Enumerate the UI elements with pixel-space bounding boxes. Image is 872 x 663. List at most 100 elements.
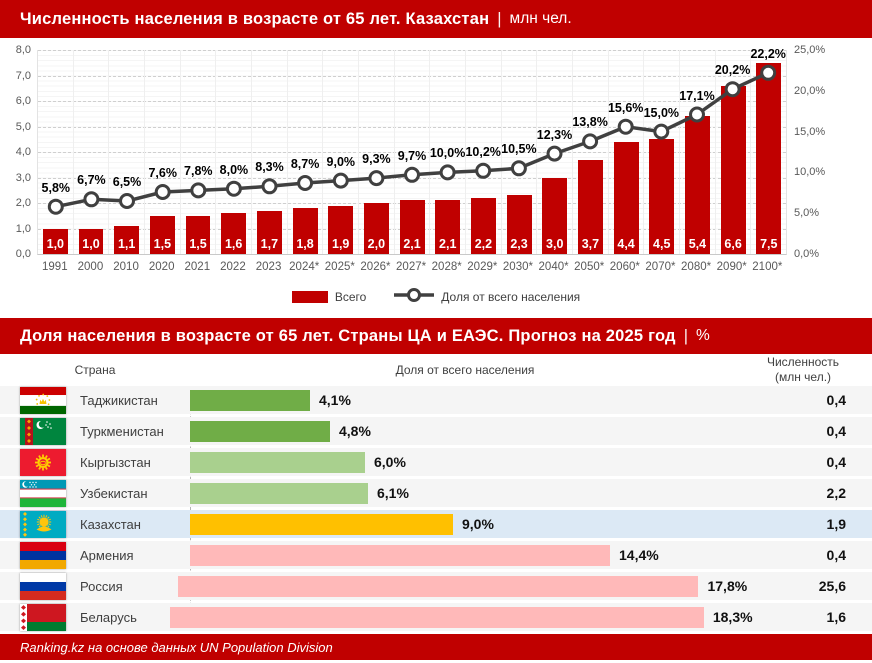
x-tick-label: 2022 (220, 261, 246, 273)
chart1-title-unit: млн чел. (509, 10, 572, 27)
share-bar (169, 606, 704, 628)
flag-russia-icon (20, 572, 66, 600)
bar-2028: 2,1 (435, 200, 461, 254)
x-tick-label: 2025* (324, 261, 355, 273)
y-tick-left: 8,0 (15, 44, 31, 56)
x-tick-label: 2060* (609, 261, 640, 273)
x-tick-label: 2050* (574, 261, 605, 273)
bar-value-label: 2,1 (403, 237, 421, 251)
category-column: 4,4 (607, 50, 644, 254)
line-point-label: 12,3% (536, 127, 573, 142)
line-point-label: 7,8% (184, 164, 213, 179)
country-name: Армения (80, 547, 134, 563)
country-name: Казахстан (80, 516, 141, 532)
bar-value-label: 3,0 (546, 237, 564, 251)
flag-armenia-icon (20, 541, 66, 569)
share-bar (178, 575, 699, 597)
category-column: 1,5 (179, 50, 216, 254)
country-cell: Таджикистан (0, 386, 190, 414)
share-value-label: 17,8% (707, 578, 748, 594)
legend-bar-swatch (291, 290, 328, 303)
table-row-armenia: Армения 14,4% 0,4 (0, 541, 872, 569)
line-point-label: 6,7% (77, 173, 106, 188)
table-row-tajikistan: Таджикистан 4,1% 0,4 (0, 386, 872, 414)
x-tick-label: 2021 (184, 261, 211, 273)
bar-value-label: 2,3 (510, 237, 528, 251)
table-title-separator: | (683, 326, 688, 345)
table-header-row: Страна Доля от всего населения Численнос… (0, 354, 872, 386)
country-name: Таджикистан (80, 392, 158, 408)
countries-table: Страна Доля от всего населения Численнос… (0, 354, 872, 631)
table-row-belarus: Беларусь 18,3% 1,6 (0, 603, 872, 631)
source-credit: Ranking.kz на основе данных UN Populatio… (20, 639, 333, 655)
share-value-label: 9,0% (462, 516, 494, 532)
country-cell: Кыргызстан (0, 448, 190, 476)
share-bar (190, 389, 310, 411)
line-point-label: 9,3% (362, 152, 391, 167)
bar-2022: 1,6 (221, 213, 247, 254)
y-tick-right: 15,0% (794, 125, 826, 138)
y-tick-left: 0,0 (15, 248, 31, 260)
x-tick-label: 2030* (502, 261, 533, 273)
header-share: Доля от всего населения (395, 363, 535, 377)
share-bar-cell: 14,4% (190, 541, 740, 569)
share-bar (190, 451, 365, 473)
bar-value-label: 5,4 (688, 237, 707, 251)
y-tick-right: 25,0% (794, 44, 826, 56)
category-column: 1,6 (215, 50, 251, 254)
population-value: 0,4 (826, 454, 846, 470)
y-tick-right: 20,0% (794, 84, 826, 97)
bar-value-label: 1,7 (260, 237, 279, 251)
country-name: Россия (80, 578, 123, 594)
share-value-label: 4,8% (339, 423, 371, 439)
bar-2023: 1,7 (256, 210, 282, 254)
bar-2090: 6,6 (720, 85, 746, 254)
plot-area: 1,0 1,0 1,1 1,5 (37, 47, 787, 255)
country-cell: Казахстан (0, 510, 190, 538)
share-value-label: 14,4% (619, 547, 659, 563)
bar-2024: 1,8 (292, 208, 318, 254)
line-point-label: 10,2% (465, 144, 501, 159)
share-bar-cell: 6,0% (190, 448, 740, 476)
population-value: 0,4 (826, 423, 846, 439)
bar-value-label: 2,1 (439, 237, 457, 251)
x-tick-label: 2000 (77, 261, 104, 273)
category-column: 1,7 (251, 50, 287, 254)
y-tick-right: 5,0% (794, 207, 820, 220)
line-point-label: 5,8% (41, 180, 71, 195)
category-column: 1,0 (72, 50, 109, 254)
table-title: Доля населения в возрасте от 65 лет. Стр… (20, 326, 676, 345)
line-point-label: 15,0% (643, 105, 680, 120)
y-tick-left: 2,0 (15, 197, 31, 209)
population-value: 25,6 (818, 578, 846, 594)
country-name: Беларусь (80, 609, 137, 625)
bar-2020: 1,5 (149, 215, 175, 254)
legend-line-label: Доля от всего населения (441, 289, 581, 304)
share-value-label: 18,3% (712, 609, 753, 625)
line-point-label: 17,1% (679, 88, 715, 103)
table-title-unit: % (695, 327, 710, 344)
bar-2080: 5,4 (684, 116, 710, 254)
country-cell: Узбекистан (0, 479, 190, 507)
country-cell: Беларусь (0, 603, 170, 631)
population-combo-chart: 0,0 1,0 2,0 3,0 4,0 5,0 6,0 7,0 8,0 0,0% 5,0% 10,0… (0, 38, 872, 310)
bar-value-label: 7,5 (760, 237, 778, 251)
line-point-label: 10,0% (429, 146, 466, 161)
y-tick-left: 1,0 (15, 222, 31, 235)
category-column: 6,6 (714, 50, 751, 254)
bar-value-label: 1,1 (117, 237, 136, 251)
population-value: 0,4 (826, 392, 846, 408)
country-name: Туркменистан (80, 423, 164, 439)
x-tick-label: 2028* (431, 261, 462, 273)
line-point-label: 10,5% (501, 142, 537, 157)
country-name: Кыргызстан (80, 454, 151, 470)
line-point-label: 7,6% (148, 166, 177, 180)
bar-1991: 1,0 (42, 228, 68, 254)
category-column: 5,4 (679, 50, 715, 254)
share-bar-cell: 17,8% (178, 572, 747, 600)
bar-value-label: 6,6 (724, 237, 742, 251)
share-bar (190, 420, 330, 442)
line-point-label: 8,3% (255, 160, 284, 175)
category-column: 1,0 (38, 50, 73, 254)
bar-value-label: 4,5 (653, 237, 671, 251)
